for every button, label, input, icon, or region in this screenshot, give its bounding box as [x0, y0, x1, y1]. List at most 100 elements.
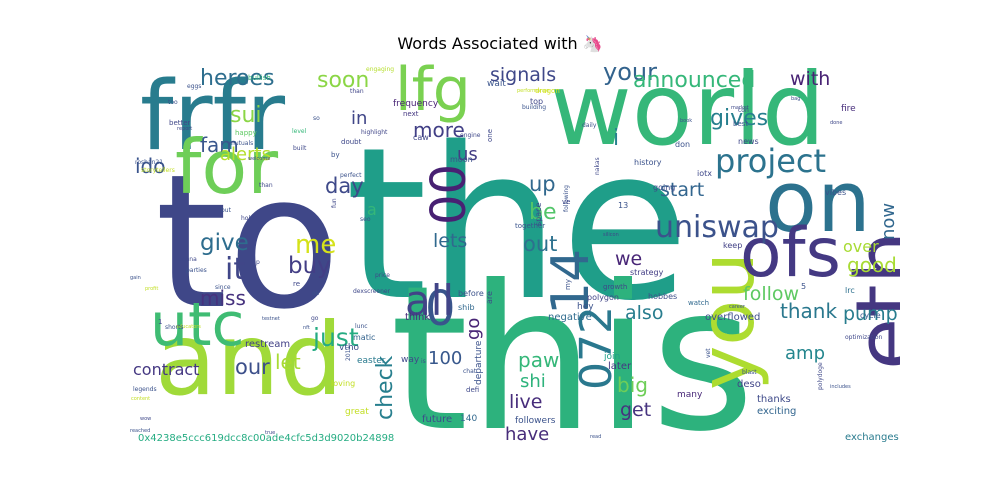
cloud-word: announced	[633, 68, 756, 93]
cloud-word: this	[390, 243, 755, 448]
cloud-word: reached	[130, 428, 151, 434]
cloud-word: frequency	[393, 99, 439, 109]
cloud-word: nakas	[594, 157, 601, 175]
cloud-word: a	[367, 200, 377, 219]
cloud-word: market	[731, 105, 749, 111]
cloud-word: hobbes	[648, 292, 678, 301]
cloud-word: great	[345, 407, 369, 417]
cloud-word: lrc	[845, 286, 855, 295]
cloud-word: join	[604, 352, 621, 362]
cloud-word: but	[221, 207, 231, 214]
cloud-word: more	[413, 118, 465, 142]
cloud-word: space	[534, 202, 543, 226]
cloud-word: history	[634, 158, 662, 167]
cloud-word: eggs	[187, 83, 202, 90]
cloud-word: 13	[618, 201, 629, 210]
cloud-word: defi	[466, 386, 480, 394]
cloud-word: content	[131, 396, 151, 402]
cloud-word: be	[529, 200, 557, 225]
cloud-word: all	[405, 276, 455, 325]
cloud-word: mutuals	[229, 140, 254, 147]
cloud-word: hold	[241, 215, 254, 222]
cloud-word: ofs	[740, 214, 841, 293]
cloud-word: dragon	[535, 87, 560, 95]
cloud-word: bag	[791, 96, 801, 102]
cloud-word: read	[590, 434, 602, 440]
cloud-word: for	[175, 123, 279, 211]
cloud-word: fire	[841, 104, 856, 114]
cloud-word: testnet	[262, 316, 280, 322]
cloud-word: lunc	[355, 323, 368, 330]
cloud-word: just	[313, 323, 359, 352]
cloud-word: exchanges	[845, 432, 899, 443]
cloud-word: give	[200, 230, 249, 256]
cloud-word: our	[235, 355, 270, 379]
cloud-word: storytellers	[141, 167, 175, 174]
cloud-word: are	[485, 291, 494, 304]
cloud-word: soon	[317, 68, 370, 93]
cloud-word: best	[733, 120, 749, 128]
cloud-word: so	[313, 115, 320, 122]
cloud-word: 00	[421, 163, 477, 225]
cloud-word: have	[505, 424, 550, 445]
cloud-word: thank	[780, 299, 838, 323]
cloud-word: signals	[490, 64, 557, 86]
cloud-word: get	[620, 399, 652, 421]
cloud-word: day	[325, 174, 364, 198]
cloud-word: fun	[331, 198, 338, 208]
cloud-word: top	[530, 97, 544, 106]
cloud-word: the	[345, 102, 690, 347]
cloud-word: thanks	[757, 394, 791, 405]
cloud-word: moon	[450, 155, 473, 164]
cloud-word: cycle	[860, 311, 881, 320]
cloud-word: fam	[200, 133, 239, 157]
cloud-word: before	[458, 289, 484, 298]
cloud-word: easter	[357, 356, 386, 366]
cloud-word: live	[509, 391, 543, 413]
cloud-word: 140	[460, 414, 478, 424]
cloud-word: don	[675, 140, 691, 149]
cloud-word: strategy	[630, 268, 664, 277]
cloud-word: perfect	[340, 172, 362, 179]
cloud-word: optimization	[845, 334, 883, 341]
cloud-word: think	[405, 312, 431, 323]
cloud-word: price	[375, 272, 390, 279]
cloud-word: true	[265, 430, 276, 436]
cloud-word: p	[256, 259, 260, 266]
cloud-word: by	[331, 151, 340, 159]
cloud-word: built	[293, 145, 307, 152]
cloud-word: heroes	[200, 66, 275, 91]
cloud-word: also	[625, 302, 664, 324]
word-cloud: the this to world and frfr eth you on for ofs utc lf…	[125, 60, 900, 447]
cloud-word: educators	[176, 324, 201, 330]
cloud-word: watch	[688, 299, 710, 307]
cloud-word: too	[168, 99, 178, 106]
cloud-word: good	[847, 253, 897, 277]
cloud-word: iotx	[697, 169, 712, 178]
cloud-word: better	[169, 119, 191, 127]
cloud-word: miss	[200, 286, 246, 310]
cloud-word: vibes	[825, 188, 847, 197]
cloud-word: over	[843, 237, 879, 256]
cloud-word: hey	[577, 302, 594, 312]
cloud-word: ve	[562, 198, 571, 206]
cloud-word: roshan21	[135, 159, 164, 166]
cloud-word: legends	[133, 386, 157, 393]
cloud-word: follow	[743, 283, 800, 305]
cloud-word: world	[550, 60, 826, 168]
cloud-word: your	[603, 60, 657, 86]
cloud-word: vet	[705, 348, 712, 358]
cloud-word: polydoge	[817, 362, 824, 390]
cloud-word: buy	[288, 253, 331, 279]
cloud-word: dexscreener	[353, 288, 391, 295]
cloud-word: profit	[145, 286, 159, 292]
cloud-word: let	[275, 350, 301, 374]
cloud-word: seo	[360, 216, 371, 223]
cloud-word: alerts	[220, 144, 271, 165]
cloud-word: re	[293, 280, 301, 288]
cloud-word: nft	[303, 325, 310, 331]
cloud-word: polygon	[587, 293, 619, 302]
cloud-word: sui	[230, 103, 262, 128]
cloud-word: pump	[843, 303, 898, 325]
cloud-word: 100	[428, 348, 463, 369]
